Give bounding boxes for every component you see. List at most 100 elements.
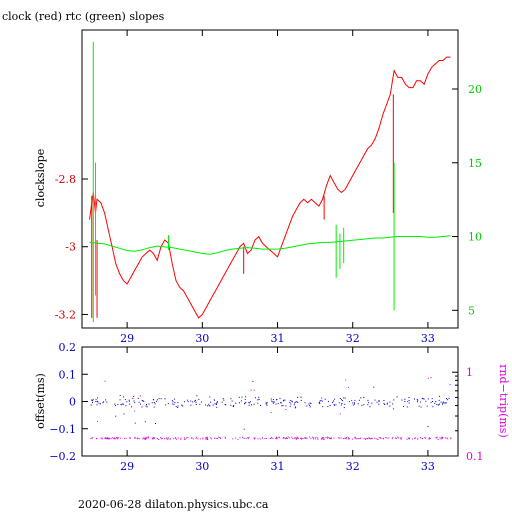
rndtrip-point — [311, 436, 313, 438]
offset-point — [392, 403, 394, 405]
offset-point — [357, 403, 359, 405]
rndtrip-point — [224, 437, 226, 439]
offset-point — [352, 404, 354, 406]
offset-point — [173, 404, 175, 406]
rndtrip-series — [90, 377, 452, 441]
offset-point — [241, 396, 243, 398]
offset-point — [379, 400, 380, 402]
rndtrip-point — [446, 438, 448, 440]
offset-point — [296, 401, 298, 403]
offset-point — [438, 399, 440, 401]
offset-point — [138, 401, 140, 403]
offset-point — [373, 386, 375, 388]
rndtrip-point — [412, 438, 414, 440]
rndtrip-point — [328, 437, 330, 439]
rndtrip-point — [317, 438, 319, 440]
offset-point — [414, 398, 415, 400]
offset-point — [208, 403, 210, 405]
offset-point — [442, 403, 444, 405]
rndtrip-point — [344, 437, 346, 439]
rndtrip-point — [348, 438, 350, 440]
offset-point — [404, 401, 406, 402]
rndtrip-point — [323, 438, 325, 440]
offset-point — [321, 397, 323, 399]
offset-point — [327, 406, 329, 408]
offset-point — [172, 403, 174, 405]
rndtrip-point — [139, 395, 141, 397]
offset-point — [431, 398, 433, 400]
offset-point — [425, 400, 427, 402]
rndtrip-point — [205, 438, 207, 440]
rndtrip-point — [420, 437, 422, 439]
offset-point — [368, 402, 370, 404]
offset-point — [190, 404, 192, 406]
rndtrip-point — [125, 437, 127, 439]
y2-tick-label: 1 — [466, 366, 473, 379]
rndtrip-point — [136, 437, 138, 439]
offset-point — [103, 401, 105, 403]
rndtrip-point — [340, 437, 342, 439]
rndtrip-point — [330, 438, 332, 439]
rndtrip-point — [317, 437, 319, 439]
offset-point — [209, 401, 211, 403]
offset-point — [393, 399, 395, 401]
rndtrip-point — [313, 438, 314, 440]
offset-point — [432, 401, 433, 402]
rndtrip-point — [417, 438, 419, 440]
rndtrip-point — [369, 437, 371, 439]
rndtrip-point — [157, 438, 158, 440]
offset-point — [342, 400, 343, 402]
rndtrip-point — [370, 437, 372, 439]
offset-point — [266, 402, 268, 404]
offset-point — [239, 402, 240, 404]
offset-point — [404, 398, 406, 400]
offset-point — [420, 401, 422, 403]
rndtrip-point — [130, 437, 131, 439]
offset-point — [158, 398, 160, 400]
rndtrip-point — [436, 436, 438, 438]
rndtrip-point — [395, 437, 397, 439]
rndtrip-point — [104, 437, 106, 439]
offset-point — [434, 402, 436, 404]
offset-point — [289, 399, 291, 401]
offset-point — [321, 400, 323, 402]
offset-point — [160, 398, 162, 400]
offset-point — [369, 406, 371, 408]
bottom-y2-ticks: 10.1 — [452, 366, 484, 463]
offset-point — [145, 405, 147, 407]
offset-point — [257, 402, 259, 404]
rndtrip-point — [101, 437, 103, 439]
x-tick-label: 33 — [421, 332, 435, 345]
rndtrip-point — [269, 438, 271, 440]
rndtrip-point — [202, 438, 204, 440]
offset-point — [447, 399, 449, 401]
rndtrip-point — [195, 436, 197, 438]
offset-point — [290, 403, 292, 405]
rndtrip-point — [120, 437, 122, 439]
offset-point — [252, 380, 254, 382]
rndtrip-point — [441, 436, 443, 438]
offset-point — [215, 402, 217, 404]
offset-point — [371, 402, 373, 404]
offset-point — [446, 398, 447, 400]
rndtrip-point — [323, 437, 325, 439]
offset-point — [257, 399, 259, 401]
offset-point — [383, 403, 385, 405]
offset-point — [319, 403, 321, 404]
rndtrip-point — [325, 436, 327, 438]
y-tick-label: -3.2 — [55, 308, 76, 321]
clock-series — [89, 56, 451, 319]
offset-point — [361, 404, 363, 406]
rndtrip-point — [145, 436, 147, 438]
offset-point — [140, 403, 141, 405]
rndtrip-point — [254, 438, 256, 440]
rndtrip-point — [248, 436, 250, 438]
offset-point — [295, 401, 297, 403]
rndtrip-point — [232, 438, 234, 440]
rndtrip-point — [224, 436, 226, 438]
offset-point — [98, 402, 100, 404]
rndtrip-point — [347, 386, 349, 388]
rndtrip-point — [328, 437, 330, 439]
offset-point — [416, 398, 418, 400]
offset-point — [335, 404, 337, 406]
